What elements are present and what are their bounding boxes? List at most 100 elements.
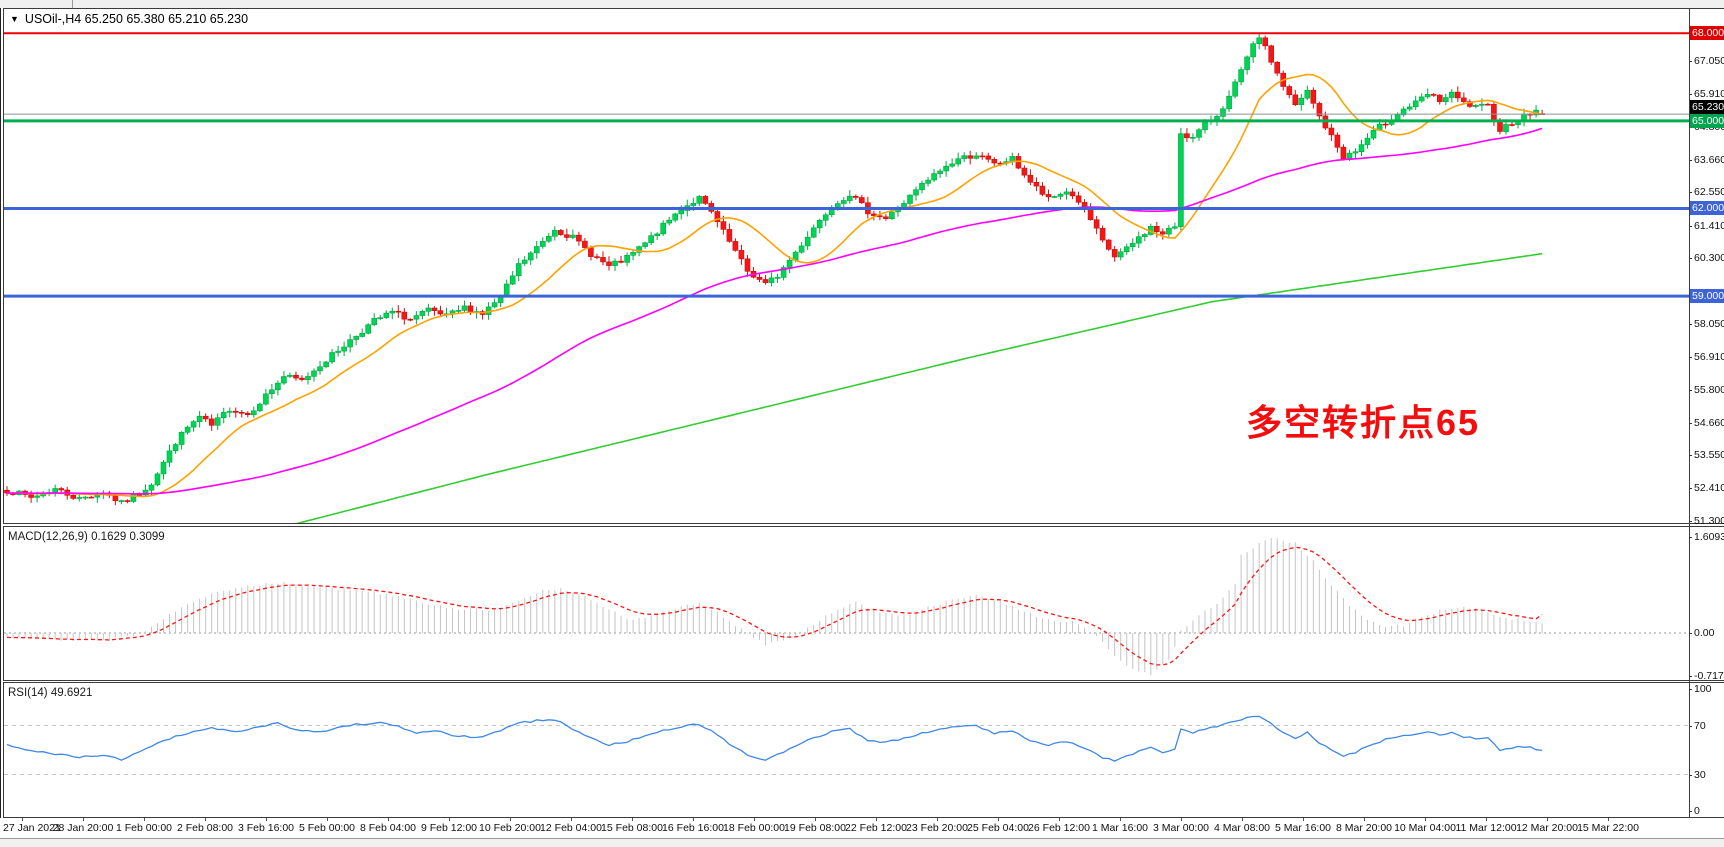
date-label: 8 Feb 04:00 [359,822,417,834]
time-axis-tick [144,818,145,821]
date-label: 15 Feb 08:00 [601,822,663,834]
price-axis[interactable]: 67.05065.91064.80063.66062.55061.41060.3… [1689,8,1724,838]
price-axis-tick: 60.300 [1694,252,1724,264]
ma-fast-line [6,73,1543,498]
time-axis-tick [1547,818,1548,821]
macd-signal-value: 0.3099 [129,531,165,543]
rsi-axis-tick-dash [1689,811,1692,812]
time-axis-tick [388,818,389,821]
time-axis-tick [1303,818,1304,821]
time-axis-tick [754,818,755,821]
time-axis-tick [1242,818,1243,821]
date-label: 19 Feb 08:00 [784,822,846,834]
time-axis-tick [1120,818,1121,821]
time-axis-tick [22,818,23,821]
ohlc-readout: 65.250 65.380 65.210 65.230 [84,12,249,26]
window-bottom-strip [0,838,1724,847]
date-label: 2 Feb 08:00 [176,822,234,834]
price-axis-tick: 53.550 [1694,449,1724,461]
rsi-chart[interactable] [0,683,1689,817]
price-axis-tick: 52.410 [1694,482,1724,494]
rsi-axis-tick: 0 [1694,805,1700,817]
window-left-border [0,8,1,838]
date-label: 16 Feb 16:00 [662,822,724,834]
date-label: 15 Mar 22:00 [1577,822,1639,834]
date-label: 9 Feb 12:00 [420,822,478,834]
time-axis-tick [632,818,633,821]
ma-mid-line [7,127,1543,495]
rsi-panel[interactable] [3,682,1724,818]
macd-signal-line [6,546,1543,666]
date-label: 12 Feb 04:00 [540,822,602,834]
date-label: 12 Mar 20:00 [1516,822,1578,834]
price-axis-tick: 67.050 [1694,55,1724,67]
toolbar-bottom-strip [0,0,1724,8]
level-price-badge: 65.000 [1690,114,1724,128]
time-axis-tick [815,818,816,821]
time-axis-tick [510,818,511,821]
time-axis-tick [205,818,206,821]
level-price-badge: 59.000 [1690,289,1724,303]
price-axis-tick-dash [1689,390,1692,391]
price-axis-tick: 62.550 [1694,186,1724,198]
rsi-axis-tick-dash [1689,689,1692,690]
price-axis-tick-dash [1689,226,1692,227]
macd-axis-tick-dash [1689,633,1692,634]
time-axis-tick [449,818,450,821]
rsi-axis-tick: 70 [1694,720,1706,732]
symbol-dropdown-icon[interactable]: ▼ [10,14,19,24]
time-axis-tick [266,818,267,821]
date-label: 28 Jan 20:00 [52,822,114,834]
price-axis-tick: 55.800 [1694,384,1724,396]
price-axis-tick: 63.660 [1694,154,1724,166]
price-axis-tick: 58.050 [1694,318,1724,330]
price-axis-tick-dash [1689,455,1692,456]
date-label: 3 Mar 00:00 [1152,822,1210,834]
rsi-axis-tick: 100 [1694,683,1712,695]
toolbar-divider [72,0,73,8]
candlestick-chart[interactable] [0,9,1689,523]
rsi-axis-tick-dash [1689,775,1692,776]
date-label: 1 Mar 16:00 [1091,822,1149,834]
date-label: 23 Feb 20:00 [906,822,968,834]
price-axis-tick: 61.410 [1694,220,1724,232]
time-axis-tick [1059,818,1060,821]
price-axis-tick: 51.300 [1694,515,1724,527]
text-annotation[interactable]: 多空转折点65 [1246,402,1481,443]
rsi-value: 49.6921 [50,687,93,699]
ma-slow-line [295,252,1543,523]
time-axis-tick [1181,818,1182,821]
rsi-line [6,715,1543,762]
time-axis-tick [1486,818,1487,821]
macd-chart[interactable] [0,527,1689,680]
time-axis[interactable]: 27 Jan 2021 28 Jan 20:00 1 Feb 00:00 2 Feb … [0,818,1724,838]
rsi-axis-tick: 30 [1694,769,1706,781]
macd-main-value: 0.1629 [91,531,127,543]
date-label: 5 Mar 16:00 [1274,822,1332,834]
macd-label: MACD(12,26,9) 0.1629 0.3099 [8,531,165,543]
symbol-timeframe-label: USOil-,H4 [24,12,82,26]
rsi-label: RSI(14) 49.6921 [8,687,93,699]
time-axis-tick [571,818,572,821]
rsi-axis-tick-dash [1689,726,1692,727]
date-label: 18 Feb 00:00 [723,822,785,834]
time-axis-tick [937,818,938,821]
time-axis-tick [327,818,328,821]
price-axis-tick: 65.910 [1694,88,1724,100]
level-price-badge: 62.000 [1690,201,1724,215]
price-axis-tick-dash [1689,94,1692,95]
date-label: 11 Mar 12:00 [1455,822,1517,834]
price-axis-tick-dash [1689,488,1692,489]
symbol-header[interactable]: ▼ USOil-,H4 65.250 65.380 65.210 65.230 [10,12,248,26]
bid-price-badge: 65.230 [1690,100,1724,114]
macd-axis-tick: 1.6093 [1694,531,1724,543]
date-label: 10 Feb 20:00 [479,822,541,834]
date-label: 10 Mar 04:00 [1394,822,1456,834]
date-label: 4 Mar 08:00 [1213,822,1271,834]
date-label: 25 Feb 04:00 [967,822,1029,834]
price-panel[interactable] [3,8,1724,524]
date-label: 22 Feb 12:00 [845,822,907,834]
level-price-badge: 68.000 [1690,26,1724,40]
time-axis-tick [876,818,877,821]
price-axis-tick: 56.910 [1694,351,1724,363]
